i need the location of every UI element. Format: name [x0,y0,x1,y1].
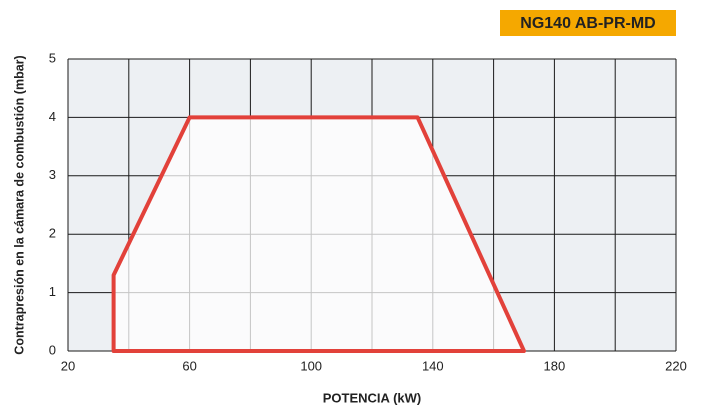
x-tick-label: 220 [665,358,687,373]
working-field [111,115,526,353]
y-tick-label: 4 [49,109,56,124]
y-tick-label: 5 [49,50,56,65]
x-tick-label: 100 [300,358,322,373]
y-tick-label: 3 [49,167,56,182]
x-tick-label: 180 [544,358,566,373]
y-tick-label: 2 [49,226,56,241]
chart-title: NG140 AB-PR-MD [520,15,655,32]
y-axis-label: Contrapresión en la cámara de combustión… [12,55,26,354]
x-tick-label: 60 [182,358,196,373]
x-tick-label: 140 [422,358,444,373]
x-axis-label: POTENCIA (kW) [323,390,421,405]
x-tick-label: 20 [61,358,75,373]
y-tick-label: 1 [49,284,56,299]
y-tick-label: 0 [49,342,56,357]
title-badge [500,10,676,36]
